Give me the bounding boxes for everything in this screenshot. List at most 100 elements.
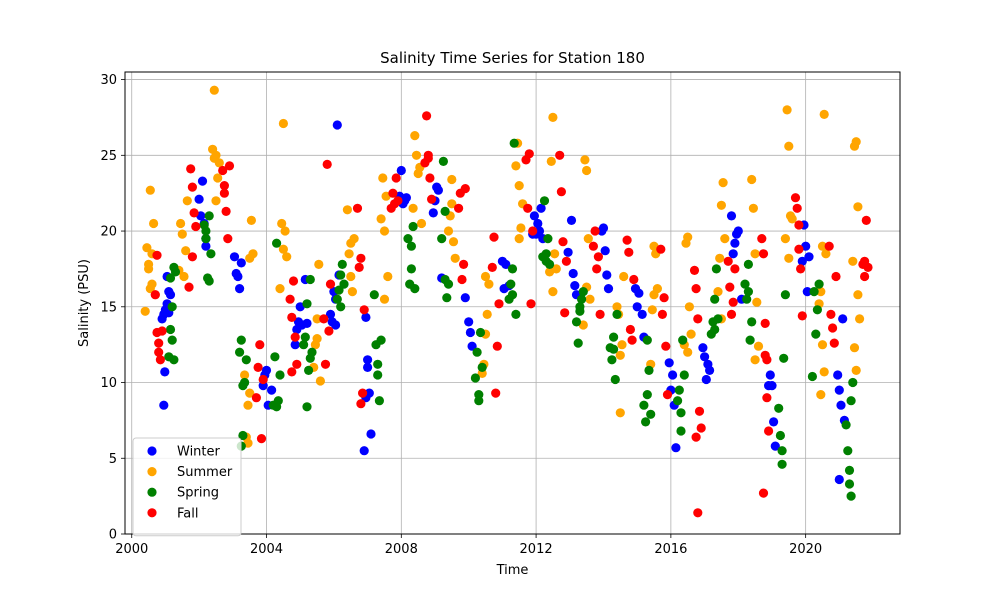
summer-point <box>849 343 860 353</box>
summer-point <box>848 256 858 266</box>
spring-point <box>779 353 789 363</box>
spring-point <box>299 340 309 350</box>
summer-point <box>851 365 861 375</box>
summer-point <box>280 226 290 236</box>
fall-point <box>689 265 700 275</box>
winter-point <box>833 370 843 380</box>
winter-point <box>668 370 678 380</box>
summer-point <box>145 185 155 195</box>
fall-point <box>796 264 806 274</box>
winter-point <box>267 385 277 395</box>
fall-point <box>762 355 772 365</box>
y-tick-label: 10 <box>100 376 117 391</box>
spring-point <box>743 259 754 269</box>
spring-point <box>780 290 791 300</box>
x-tick-label: 2008 <box>385 542 418 557</box>
summer-point <box>277 218 287 229</box>
summer-point <box>647 305 657 315</box>
winter-point <box>501 259 511 269</box>
spring-point <box>609 332 619 342</box>
fall-point <box>758 249 769 259</box>
fall-point <box>627 335 637 345</box>
fall-point <box>656 244 666 254</box>
fall-point <box>324 326 334 336</box>
summer-point <box>550 249 560 259</box>
fall-point <box>454 203 464 213</box>
fall-point <box>523 203 533 213</box>
spring-point <box>809 287 819 297</box>
winter-point <box>797 256 807 266</box>
winter-point <box>396 165 406 176</box>
spring-point <box>332 294 342 304</box>
summer-point <box>410 131 420 141</box>
spring-point <box>573 338 583 348</box>
summer-point <box>686 329 696 339</box>
summer-point <box>443 226 454 236</box>
y-tick-label: 0 <box>109 528 117 543</box>
summer-point <box>181 246 191 256</box>
summer-point <box>315 376 325 386</box>
fall-point <box>457 274 467 285</box>
summer-point <box>240 370 250 380</box>
spring-point <box>272 402 282 412</box>
fall-point <box>762 393 772 403</box>
summer-point <box>516 223 526 233</box>
legend-label-spring: Spring <box>177 486 219 501</box>
spring-point <box>304 365 314 375</box>
fall-point <box>218 165 228 176</box>
spring-point <box>474 390 484 400</box>
summer-point <box>246 215 256 225</box>
spring-point <box>336 270 346 280</box>
fall-point <box>691 284 701 294</box>
spring-point <box>167 335 177 345</box>
spring-point <box>339 279 349 289</box>
summer-point <box>747 174 757 185</box>
fall-point <box>393 196 403 206</box>
fall-point <box>829 338 839 348</box>
fall-point <box>723 256 733 266</box>
summer-point <box>817 340 828 350</box>
legend-label-winter: Winter <box>177 445 221 460</box>
summer-point <box>713 287 723 297</box>
fall-point <box>760 318 770 328</box>
fall-point <box>219 188 229 198</box>
fall-point <box>354 262 364 272</box>
summer-point <box>787 214 797 224</box>
summer-point <box>484 279 494 289</box>
spring-point <box>507 264 518 274</box>
fall-point <box>595 309 605 319</box>
spring-point <box>272 238 282 248</box>
spring-point <box>241 355 251 365</box>
winter-point <box>769 417 779 427</box>
y-tick-label: 30 <box>100 73 117 88</box>
winter-point <box>302 318 312 328</box>
axis-ticks: 2000 2004 2008 2012 2016 2020 0 5 10 15 20 25 30 <box>100 73 822 557</box>
spring-point <box>713 314 723 324</box>
fall-point <box>693 508 703 518</box>
winter-point <box>838 314 848 324</box>
winter-point <box>770 441 780 451</box>
scatter-points <box>140 85 873 518</box>
fall-point <box>221 206 231 216</box>
spring-point <box>578 287 588 297</box>
summer-point <box>278 244 288 254</box>
spring-point <box>844 479 855 489</box>
fall-point <box>320 359 331 369</box>
summer-point <box>780 234 791 244</box>
fall-point <box>757 234 767 244</box>
fall-point <box>728 297 738 307</box>
legend-label-summer: Summer <box>177 465 233 480</box>
spring-point <box>642 390 652 400</box>
spring-point <box>440 274 450 285</box>
spring-point <box>814 279 824 289</box>
summer-point <box>585 294 595 304</box>
series-spring <box>164 138 858 501</box>
summer-point <box>149 218 159 229</box>
summer-point <box>278 118 288 129</box>
summer-point <box>853 202 863 212</box>
fall-point <box>657 309 668 319</box>
fall-point <box>558 237 568 247</box>
spring-point <box>507 290 518 300</box>
spring-point <box>472 347 482 357</box>
fall-point <box>224 161 235 171</box>
